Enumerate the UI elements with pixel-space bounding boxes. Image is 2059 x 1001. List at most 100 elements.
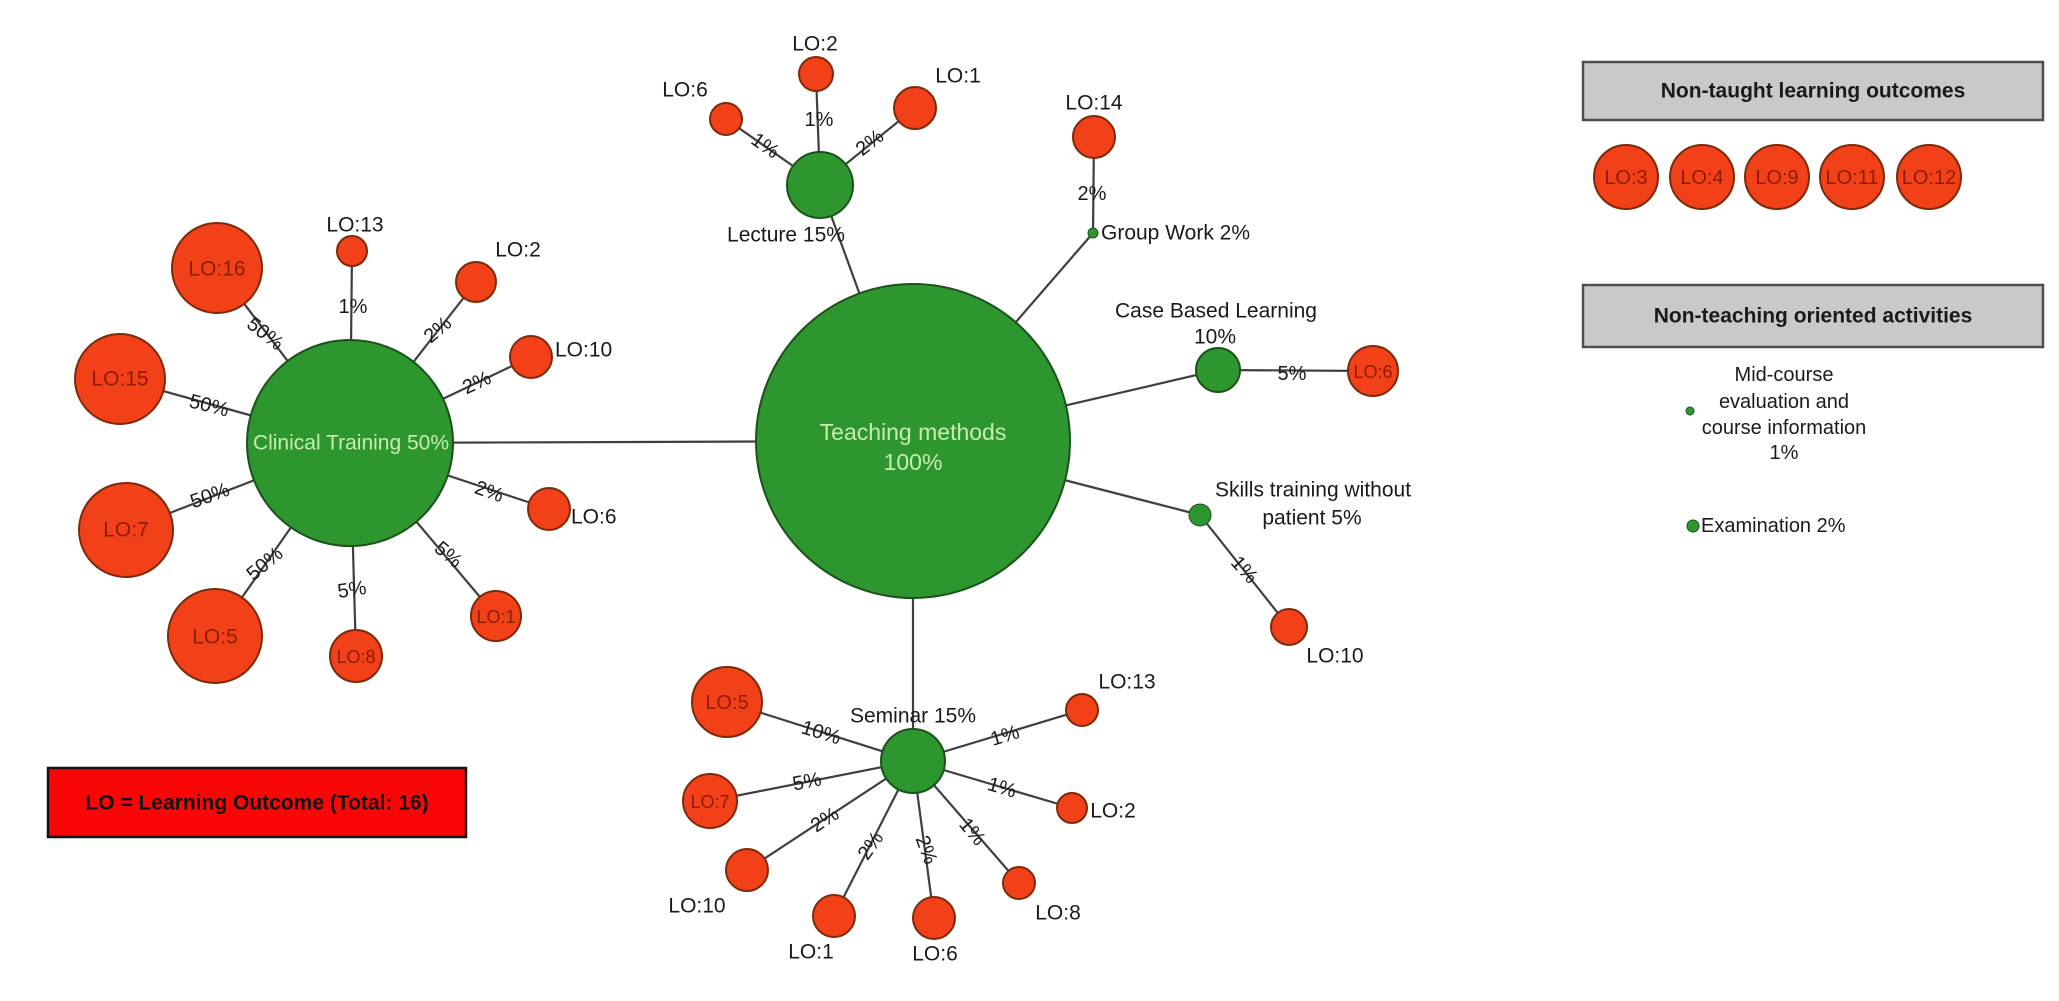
node-seminar-lo2-label: LO:2 [1090, 800, 1136, 823]
edge-clinical-lo7-pct: 50% [187, 479, 232, 513]
node-clinical-lo6-label: LO:6 [571, 506, 617, 529]
node-seminar-lo6 [912, 896, 956, 940]
node-clinical-lo8 [329, 629, 383, 683]
edge-clinical-lo8-pct: 5% [336, 577, 368, 603]
node-clinical-lo10 [509, 335, 553, 379]
node-nontaught-lo9-label: LO:9 [1755, 167, 1798, 189]
node-lecture-label: Lecture 15% [727, 224, 845, 247]
node-clinical-training [246, 339, 454, 547]
node-seminar-label: Seminar 15% [850, 705, 976, 728]
node-nontaught-lo11 [1819, 144, 1885, 210]
edge-casebased-lo6-pct: 5% [1278, 363, 1307, 385]
panel-non-taught: Non-taught learning outcomes LO:3 LO:4 L… [1581, 60, 2045, 210]
edge-seminar-lo13-pct: 1% [988, 721, 1022, 751]
node-seminar-lo13-label: LO:13 [1098, 671, 1155, 694]
panel-non-taught-title: Non-taught learning outcomes [1661, 80, 1966, 103]
node-clinical-lo2-label: LO:2 [495, 239, 541, 262]
edge-clinical-lo10-pct: 2% [459, 367, 495, 399]
node-seminar-lo2 [1056, 792, 1088, 824]
node-lecture-lo2 [798, 56, 834, 92]
edge-seminar-lo10-pct: 2% [807, 803, 843, 837]
edge-seminar-lo10 [746, 760, 914, 871]
node-teaching-methods-label-line2: 100% [884, 449, 943, 475]
node-teaching-methods [755, 283, 1071, 599]
node-seminar-lo7-label: LO:7 [690, 792, 729, 812]
node-lecture-lo2-label: LO:2 [792, 33, 838, 56]
node-group-work-label: Group Work 2% [1101, 222, 1250, 245]
node-clinical-lo2 [455, 261, 497, 303]
node-case-based-label-line2: 10% [1194, 326, 1236, 349]
edge-clinical-lo2-pct: 2% [420, 312, 456, 348]
node-skills-training [1188, 503, 1212, 527]
node-skills-label-line1: Skills training without [1215, 479, 1411, 502]
node-seminar-lo13 [1065, 693, 1099, 727]
node-clinical-lo5-label: LO:5 [192, 626, 238, 649]
node-clinical-lo7-label: LO:7 [103, 519, 149, 542]
node-case-based-label-line1: Case Based Learning [1115, 300, 1317, 323]
node-groupwork-lo14-label: LO:14 [1065, 92, 1123, 115]
node-nontaught-lo12-label: LO:12 [1902, 167, 1956, 189]
node-lecture [786, 151, 854, 219]
panel-non-teaching-title: Non-teaching oriented activities [1654, 305, 1973, 328]
cluster-group-work: Group Work 2% LO:14 2% [1065, 92, 1250, 245]
node-seminar-lo6-label: LO:6 [912, 943, 958, 966]
edge-seminar-lo1-pct: 2% [854, 828, 889, 864]
edge-lecture-lo2-pct: 1% [805, 109, 834, 131]
node-seminar-lo10-label: LO:10 [668, 895, 725, 918]
node-nontaught-lo4-label: LO:4 [1680, 167, 1723, 189]
node-seminar-lo8-label: LO:8 [1035, 902, 1081, 925]
node-clinical-lo1 [470, 590, 522, 642]
node-nontaught-lo11-label: LO:11 [1826, 167, 1879, 189]
node-clinical-lo7 [78, 482, 174, 578]
node-seminar-lo5 [691, 666, 763, 738]
cluster-clinical: Clinical Training 50% LO:16 50% LO:13 1%… [74, 214, 617, 684]
node-nontaught-lo4 [1669, 144, 1735, 210]
edge-clinical-lo5-pct: 50% [243, 543, 288, 586]
node-clinical-lo15 [74, 333, 166, 425]
node-seminar-lo5-label: LO:5 [705, 692, 748, 714]
node-nontaught-lo9 [1744, 144, 1810, 210]
legend: LO = Learning Outcome (Total: 16) [46, 766, 468, 839]
node-casebased-lo6 [1347, 345, 1399, 397]
edge-groupwork-lo14-pct: 2% [1078, 183, 1107, 205]
node-nontaught-lo3 [1593, 144, 1659, 210]
node-lecture-lo1 [893, 86, 937, 130]
cluster-seminar: Seminar 15% LO:5 10% LO:7 5% LO:10 2% LO… [668, 666, 1156, 966]
legend-box [46, 766, 468, 839]
cluster-case-based: Case Based Learning 10% LO:6 5% [1115, 300, 1399, 397]
node-lecture-lo6-label: LO:6 [662, 79, 708, 102]
edge-clinical-lo15-pct: 50% [187, 390, 231, 421]
node-clinical-lo8-label: LO:8 [336, 647, 375, 667]
panel-non-teaching: Non-teaching oriented activities Mid-cou… [1581, 283, 2045, 537]
node-seminar-lo10 [725, 848, 769, 892]
legend-text: LO = Learning Outcome (Total: 16) [85, 792, 428, 815]
node-seminar-lo7 [682, 773, 738, 829]
node-seminar [880, 728, 946, 794]
node-clinical-lo13 [336, 235, 368, 267]
edge-skills-lo10-pct: 1% [1226, 552, 1262, 588]
node-skills-lo10-label: LO:10 [1306, 645, 1363, 668]
node-clinical-training-label: Clinical Training 50% [253, 432, 449, 455]
edge-seminar-lo7 [709, 759, 914, 803]
mid-course-line4: 1% [1770, 442, 1799, 464]
edge-seminar-lo7-pct: 5% [791, 768, 824, 795]
node-lecture-lo6 [709, 102, 743, 136]
node-lecture-lo1-label: LO:1 [935, 65, 981, 88]
node-seminar-lo8 [1002, 866, 1036, 900]
node-skills-lo10 [1270, 608, 1308, 646]
edge-clinical-lo13-pct: 1% [339, 296, 368, 318]
mid-course-line3: course information [1702, 417, 1867, 439]
node-case-based [1195, 347, 1241, 393]
panel-non-taught-header [1581, 60, 2045, 122]
node-skills-label-line2: patient 5% [1262, 507, 1361, 530]
node-clinical-lo6 [527, 487, 571, 531]
node-clinical-lo15-label: LO:15 [91, 368, 148, 391]
node-clinical-lo10-label: LO:10 [555, 339, 612, 362]
node-clinical-lo13-label: LO:13 [326, 214, 383, 237]
edge-seminar-lo5-pct: 10% [799, 717, 844, 750]
edge-lecture-lo6-pct: 1% [747, 129, 783, 164]
node-seminar-lo1-label: LO:1 [788, 941, 834, 964]
node-casebased-lo6-label: LO:6 [1353, 362, 1392, 382]
